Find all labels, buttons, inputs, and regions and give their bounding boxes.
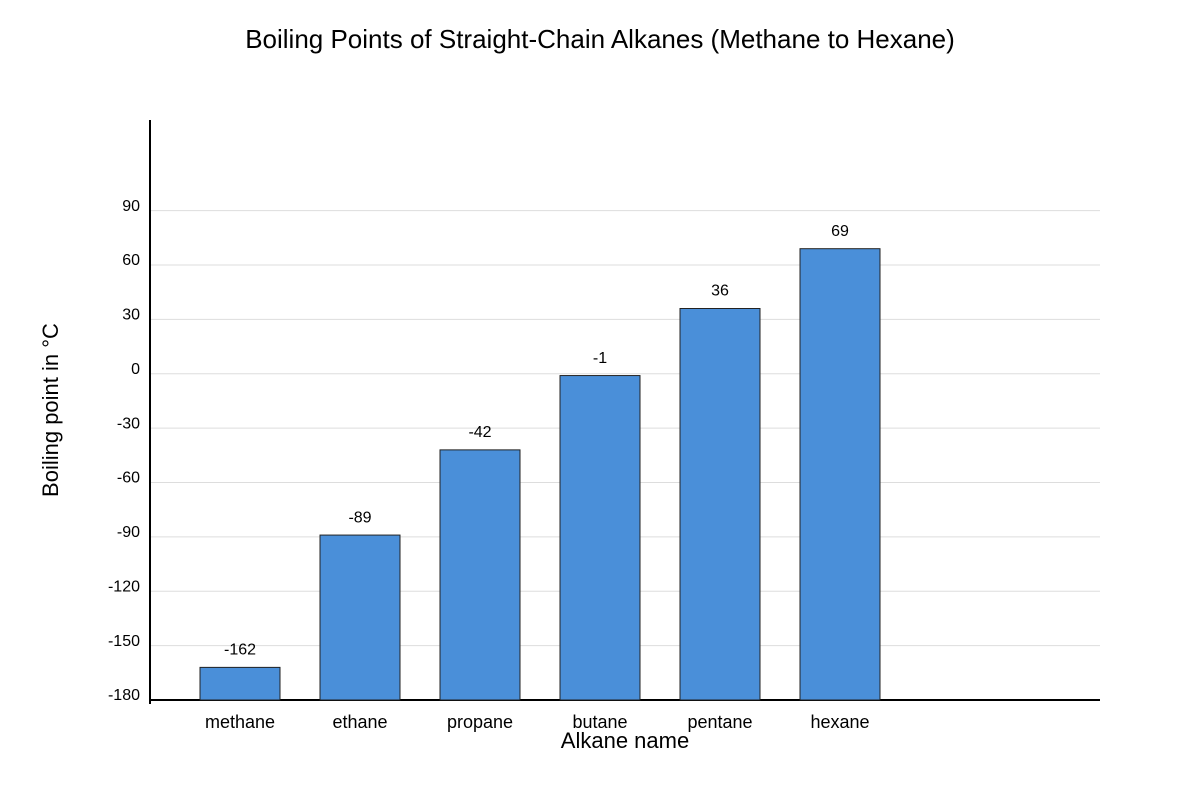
y-tick-label: -180	[108, 687, 140, 704]
value-label: -162	[224, 642, 256, 659]
y-tick-label: -90	[117, 524, 140, 541]
value-label: -42	[468, 424, 491, 441]
y-tick-label: -120	[108, 578, 140, 595]
x-tick-label: butane	[572, 712, 627, 732]
y-tick-label: 60	[122, 252, 140, 269]
x-tick-label: pentane	[687, 712, 752, 732]
bar	[559, 375, 641, 701]
x-tick-label: propane	[447, 712, 513, 732]
bar	[199, 666, 281, 701]
y-tick-label: -30	[117, 415, 140, 432]
y-tick-label: -60	[117, 470, 140, 487]
y-tick-label: 30	[122, 307, 140, 324]
value-label: -89	[348, 509, 371, 526]
y-tick-label: 90	[122, 198, 140, 215]
y-tick-label: 0	[131, 361, 140, 378]
value-label: -1	[593, 350, 607, 367]
bar	[319, 534, 401, 701]
value-label: 36	[711, 283, 729, 300]
x-axis-label: Alkane name	[561, 728, 689, 753]
bar	[439, 449, 521, 701]
y-tick-label: -150	[108, 633, 140, 650]
bar	[679, 308, 761, 701]
chart-title: Boiling Points of Straight-Chain Alkanes…	[245, 24, 955, 54]
bar	[799, 248, 881, 701]
y-axis-label: Boiling point in °C	[38, 323, 63, 497]
x-tick-label: ethane	[332, 712, 387, 732]
x-tick-label: hexane	[810, 712, 869, 732]
x-tick-label: methane	[205, 712, 275, 732]
value-label: 69	[831, 223, 849, 240]
